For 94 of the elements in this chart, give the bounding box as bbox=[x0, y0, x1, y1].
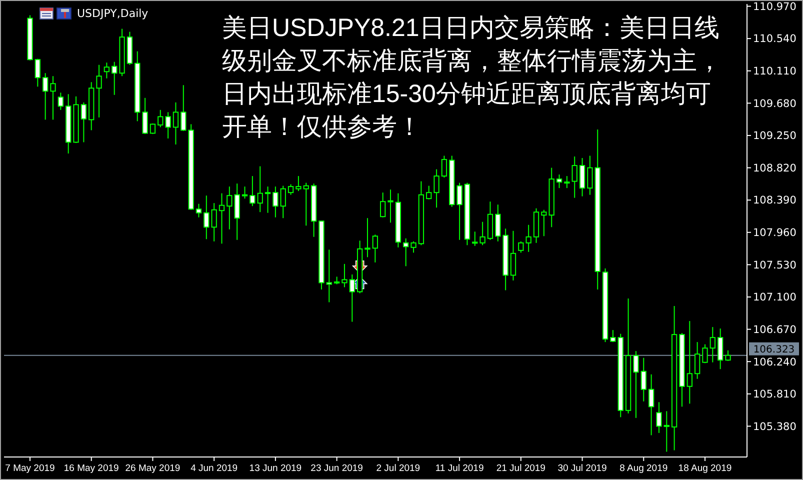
candlestick bbox=[303, 182, 309, 226]
candlestick bbox=[250, 176, 256, 207]
candlestick bbox=[142, 97, 148, 134]
candlestick bbox=[510, 230, 516, 281]
candlestick bbox=[579, 158, 586, 197]
y-tick-label: 108.820 bbox=[753, 162, 796, 174]
candlestick bbox=[349, 274, 355, 322]
candlestick bbox=[694, 342, 700, 380]
candlestick bbox=[710, 326, 716, 363]
annotation: 美日USDJPY8.21日日内交易策略：美日日线级别金叉不标准底背离，整体行情震荡为主，日内出现标准15-30分钟近距离顶底背离均可开单！仅供参考！ bbox=[222, 14, 722, 141]
x-tick-label: 18 Aug 2019 bbox=[678, 463, 732, 474]
candlestick bbox=[717, 328, 724, 370]
candlestick bbox=[648, 374, 654, 436]
candlestick bbox=[288, 184, 294, 196]
candlestick bbox=[272, 186, 278, 218]
candlestick bbox=[518, 240, 524, 254]
candlestick bbox=[226, 186, 232, 230]
candlestick bbox=[572, 156, 578, 198]
y-tick-label: 105.810 bbox=[753, 388, 796, 401]
y-tick-label: 107.100 bbox=[753, 292, 796, 304]
candlestick bbox=[364, 218, 370, 258]
candlestick bbox=[441, 155, 448, 178]
y-tick-label: 105.380 bbox=[753, 420, 796, 433]
candlestick bbox=[326, 249, 332, 303]
candlestick bbox=[34, 58, 41, 88]
y-tick-label: 110.110 bbox=[753, 66, 796, 78]
candlestick bbox=[564, 176, 570, 189]
candlestick bbox=[686, 320, 692, 404]
candlestick bbox=[234, 183, 240, 240]
candlestick bbox=[640, 357, 646, 402]
candlestick bbox=[211, 202, 217, 242]
candlestick bbox=[112, 61, 118, 96]
candlestick bbox=[702, 344, 708, 364]
candlestick bbox=[42, 72, 48, 120]
candlestick bbox=[172, 102, 179, 145]
candlestick bbox=[725, 350, 731, 362]
x-tick-label: 16 May 2019 bbox=[64, 463, 119, 474]
y-tick-label: 107.530 bbox=[753, 259, 796, 272]
candlestick bbox=[257, 166, 263, 213]
candlestick bbox=[610, 330, 616, 343]
y-tick-label: 106.670 bbox=[753, 324, 796, 336]
candlestick bbox=[656, 402, 662, 434]
candlestick bbox=[296, 176, 302, 192]
candlestick bbox=[196, 203, 202, 218]
y-tick-label: 110.970 bbox=[753, 0, 796, 13]
y-tick-label: 110.540 bbox=[753, 33, 796, 46]
y-tick-label: 109.250 bbox=[753, 130, 796, 142]
x-tick-label: 30 Jul 2019 bbox=[558, 463, 607, 474]
candlestick bbox=[180, 84, 186, 132]
candlestick bbox=[372, 234, 378, 263]
candlestick bbox=[480, 221, 486, 246]
candlestick bbox=[165, 112, 171, 139]
candlestick bbox=[104, 62, 110, 79]
y-tick-label: 109.680 bbox=[753, 98, 796, 110]
candlestick bbox=[587, 155, 593, 196]
y-tick-label: 106.240 bbox=[753, 356, 796, 368]
candlestick bbox=[526, 224, 532, 252]
candlestick bbox=[218, 192, 225, 244]
candlestick bbox=[388, 189, 394, 224]
candlestick bbox=[58, 92, 64, 110]
candlestick bbox=[664, 410, 670, 452]
x-tick-label: 2 Jul 2019 bbox=[376, 463, 420, 474]
candlestick bbox=[342, 263, 348, 288]
candlestick bbox=[472, 231, 478, 246]
candlestick bbox=[426, 185, 432, 200]
candlestick bbox=[264, 186, 271, 214]
candlestick bbox=[495, 204, 501, 242]
x-tick-label: 23 Jun 2019 bbox=[310, 463, 363, 474]
candlestick bbox=[456, 182, 462, 240]
chart-title: USDJPY,Daily bbox=[77, 7, 149, 20]
x-tick-label: 7 May 2019 bbox=[5, 463, 55, 474]
candlestick bbox=[434, 168, 440, 208]
y-tick-label: 107.960 bbox=[753, 227, 796, 240]
candlestick bbox=[80, 102, 87, 143]
candlestick bbox=[541, 209, 547, 237]
x-tick-label: 21 Jul 2019 bbox=[496, 463, 546, 474]
candlestick bbox=[633, 350, 639, 418]
x-tick-label: 4 Jun 2019 bbox=[190, 463, 238, 474]
candlestick bbox=[410, 240, 416, 254]
candlestick bbox=[158, 109, 164, 128]
candlestick bbox=[380, 192, 386, 218]
x-tick-label: 13 Jun 2019 bbox=[249, 463, 302, 474]
candlestick bbox=[280, 185, 286, 219]
candlestick bbox=[96, 64, 102, 118]
x-tick-label: 8 Aug 2019 bbox=[620, 463, 668, 474]
candlestick bbox=[403, 238, 409, 267]
x-tick-label: 11 Jul 2019 bbox=[435, 463, 484, 474]
candlestick bbox=[242, 186, 248, 200]
candlestick bbox=[50, 76, 56, 120]
candlestick bbox=[204, 195, 210, 240]
candlestick bbox=[556, 174, 562, 189]
ref-line-label: 106.323 bbox=[753, 344, 795, 356]
y-tick-label: 108.390 bbox=[753, 194, 796, 207]
x-tick-label: 26 May 2019 bbox=[125, 463, 180, 474]
